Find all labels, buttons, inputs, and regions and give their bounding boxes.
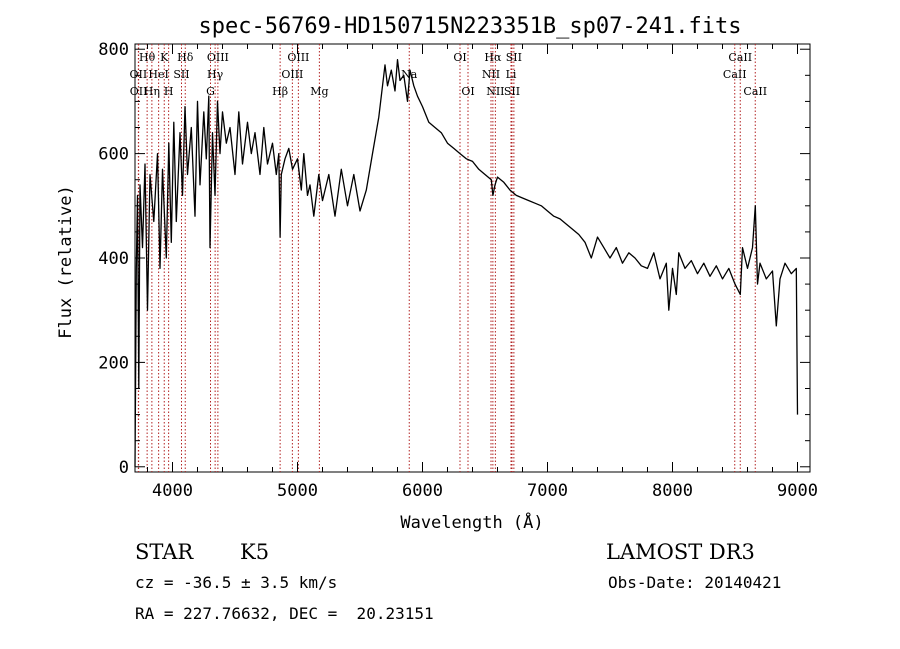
line-label: Hη <box>144 85 160 98</box>
redshift-text: cz = -36.5 ± 3.5 km/s <box>135 573 338 592</box>
line-label: CaII <box>743 85 767 98</box>
line-label: Mg <box>310 85 328 98</box>
line-label: OII <box>130 68 148 81</box>
x-tick-label: 7000 <box>527 481 568 501</box>
y-axis-label: Flux (relative) <box>56 185 76 339</box>
line-label: Hβ <box>272 85 288 98</box>
obs-date-text: Obs-Date: 20140421 <box>608 573 782 592</box>
line-label: OII <box>130 85 148 98</box>
plot-frame <box>134 43 811 473</box>
spectrum-line <box>134 59 799 467</box>
line-label: Hθ <box>139 51 156 64</box>
line-labels: HθOIIOIIHηHeIKHSIIHδGHγOIIIHβOIIIOIIIMgN… <box>130 51 768 98</box>
x-tick-label: 9000 <box>777 481 818 501</box>
line-label: CaII <box>723 68 747 81</box>
chart-title: spec-56769-HD150715N223351B_sp07-241.fit… <box>198 14 741 39</box>
line-label: OIII <box>281 68 303 81</box>
survey-name: LAMOST DR3 <box>606 540 755 564</box>
x-tick-label: 6000 <box>402 481 443 501</box>
line-label: SII <box>506 51 522 64</box>
series-group <box>134 59 799 467</box>
x-axis-label: Wavelength (Å) <box>400 511 543 533</box>
line-label: OIII <box>207 51 229 64</box>
y-tick-label: 800 <box>98 40 129 60</box>
x-tick-label: 8000 <box>652 481 693 501</box>
line-markers <box>137 44 756 472</box>
line-label: NII <box>482 68 500 81</box>
line-label: Li <box>506 68 517 81</box>
line-label: SII <box>504 85 520 98</box>
plot-border <box>134 43 811 473</box>
y-tick-label: 600 <box>98 145 129 165</box>
line-label: OIII <box>287 51 309 64</box>
line-label: H <box>164 85 174 98</box>
line-label: OI <box>461 85 474 98</box>
object-subclass: K5 <box>240 540 270 564</box>
line-label: Hγ <box>207 68 224 81</box>
line-label: HeI <box>148 68 168 81</box>
line-label: CaII <box>728 51 752 64</box>
x-axis-ticks: 4000 5000 6000 7000 8000 9000 <box>147 44 818 501</box>
y-tick-label: 0 <box>119 458 129 478</box>
object-class: STAR <box>135 540 194 564</box>
x-tick-label: 5000 <box>277 481 318 501</box>
line-label: K <box>160 51 169 64</box>
y-tick-label: 200 <box>98 353 129 373</box>
y-axis-ticks: 0 200 400 600 800 <box>98 40 810 478</box>
y-tick-label: 400 <box>98 249 129 269</box>
line-label: NII <box>486 85 504 98</box>
line-label: Hα <box>484 51 502 64</box>
line-label: SII <box>173 68 189 81</box>
coordinates-text: RA = 227.76632, DEC = 20.23151 <box>135 604 434 623</box>
line-label: Hδ <box>177 51 194 64</box>
line-label: G <box>206 85 215 98</box>
x-tick-label: 4000 <box>152 481 193 501</box>
line-label: OI <box>453 51 466 64</box>
